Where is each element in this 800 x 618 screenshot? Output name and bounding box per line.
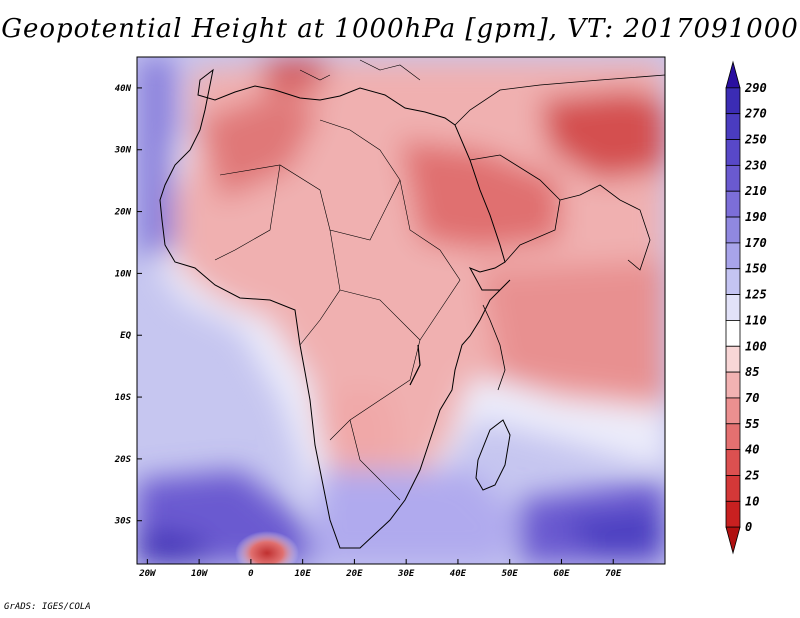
map-frame [136, 56, 666, 565]
colorbar-label: 230 [744, 158, 767, 172]
colorbar-label: 70 [745, 391, 759, 405]
chart-title: Geopotential Height at 1000hPa [gpm], VT… [1, 14, 799, 44]
lon-tick-label: 10W [191, 569, 209, 579]
height-field [137, 57, 665, 564]
colorbar-label: 210 [744, 184, 767, 198]
lon-tick-label: 0 [248, 569, 254, 579]
lon-tick-label: 40E [450, 569, 467, 579]
lat-tick-label: 20N [114, 208, 132, 218]
colorbar-swatch [725, 423, 741, 451]
lat-tick-label: 20S [114, 455, 132, 465]
colorbar-label: 250 [744, 133, 767, 147]
colorbar-label: 270 [744, 107, 767, 121]
colorbar-bottom-arrow [725, 526, 741, 555]
lat-tick-label: 30N [114, 146, 132, 156]
colorbar-label: 55 [745, 417, 759, 431]
grads-credit: GrADS: IGES/COLA [4, 602, 91, 612]
colorbar-top-arrow [725, 60, 741, 89]
colorbar-label: 85 [745, 365, 759, 379]
colorbar-swatch [725, 242, 741, 270]
colorbar-swatch [725, 320, 741, 347]
colorbar-swatch [725, 139, 741, 166]
colorbar-swatch [725, 190, 741, 218]
colorbar-swatch [725, 449, 741, 476]
colorbar-swatch [725, 397, 741, 425]
lon-tick-label: 10E [295, 569, 312, 579]
lat-axis: 40N 30N 20N 10N EQ 10S 20S 30S [114, 84, 142, 527]
colorbar-label: 190 [745, 210, 767, 224]
colorbar-label: 10 [745, 494, 759, 508]
lat-tick-label: 10S [115, 393, 132, 403]
colorbar-swatch [725, 475, 741, 502]
colorbar-label: 150 [745, 262, 767, 276]
lon-tick-label: 70E [605, 569, 622, 579]
colorbar-swatch [725, 164, 741, 192]
lat-tick-label: 40N [115, 84, 132, 94]
lon-tick-label: 50E [502, 569, 519, 579]
colorbar-label: 110 [745, 313, 767, 327]
colorbar-swatch [725, 294, 741, 321]
lon-tick-label: 20W [138, 569, 157, 579]
colorbar: 2902702502302101901701501251101008570554… [725, 60, 767, 555]
colorbar-label: 40 [745, 443, 759, 457]
lon-tick-label: 30E [397, 569, 415, 579]
lat-tick-label: 10N [115, 269, 132, 279]
colorbar-swatch [725, 345, 741, 373]
colorbar-label: 25 [744, 468, 759, 482]
colorbar-swatch [725, 268, 741, 295]
colorbar-swatch [725, 113, 741, 140]
colorbar-label: 290 [744, 81, 767, 95]
colorbar-label: 125 [745, 288, 767, 302]
lon-axis: 20W 10W 0 10E 20E 30E 40E 50E 60E 70E [138, 559, 622, 579]
lon-tick-label: 60E [553, 569, 570, 579]
colorbar-swatch [725, 87, 741, 115]
colorbar-swatch [725, 500, 741, 528]
colorbar-swatch [725, 371, 741, 399]
lat-tick-label: 30S [114, 517, 132, 527]
lon-tick-label: 20E [345, 569, 363, 579]
colorbar-label: 0 [745, 520, 752, 534]
colorbar-swatch [725, 216, 741, 244]
lat-tick-label: EQ [120, 331, 131, 341]
colorbar-label: 170 [745, 236, 767, 250]
colorbar-label: 100 [745, 339, 767, 353]
coastlines [159, 59, 665, 549]
